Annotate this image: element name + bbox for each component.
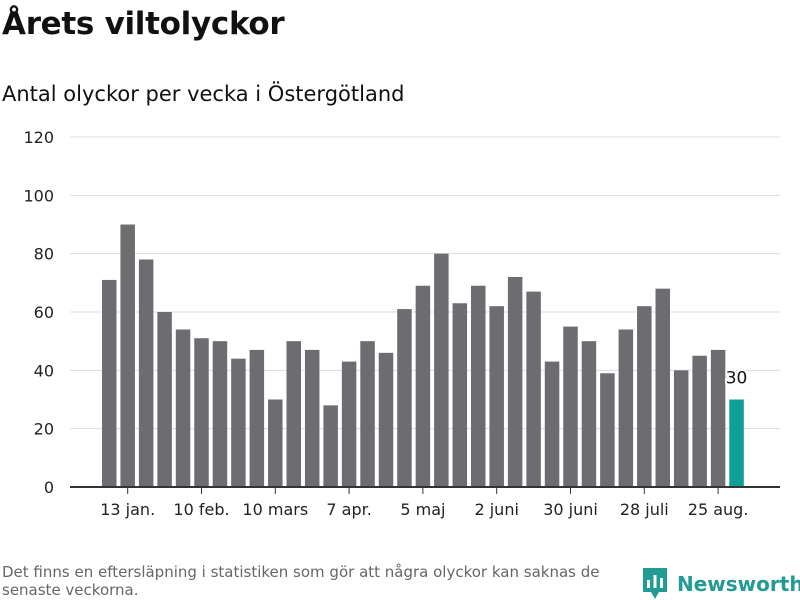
bar [360,341,375,487]
y-tick-label: 80 [34,245,54,264]
bar [563,326,578,487]
bar [157,312,172,487]
bar [618,329,634,487]
bar [397,309,412,487]
x-tick-label: 7 apr. [326,500,371,519]
bar [323,405,338,487]
x-tick-label: 28 juli [620,500,669,519]
bars [102,224,744,487]
x-tick-label: 5 maj [400,500,445,519]
bar [471,285,486,487]
bar [341,361,357,487]
bar [231,358,246,487]
bar [249,349,265,487]
x-tick-label: 10 feb. [173,500,229,519]
y-tick-label: 20 [34,420,54,439]
highlight-value-label: 30 [726,369,748,389]
bar [581,341,597,487]
y-tick-label: 40 [34,361,54,380]
newsworthy-brand[interactable]: Newsworthy [643,568,800,600]
bar [600,373,615,487]
x-tick-label: 25 aug. [688,500,749,519]
bar [489,306,504,487]
chart-title: Årets viltolyckor [2,6,285,42]
bar [673,370,689,487]
bar [304,349,320,487]
bar [452,303,468,487]
bar [710,349,726,487]
data-labels: 30 [724,367,750,391]
bar [637,306,652,487]
bar [138,259,154,487]
newsworthy-logo-icon [643,568,667,599]
x-tick-label: 10 mars [242,500,308,519]
bar [102,279,117,487]
bar [655,288,670,487]
bar [692,355,707,487]
bar [120,224,135,487]
footnote: Det finns en eftersläpning i statistiken… [2,563,600,599]
x-tick-label: 30 juni [543,500,598,519]
bar [507,277,523,487]
bar [378,352,394,487]
bar [526,291,541,487]
bar-current-week [729,399,744,487]
bar [286,341,301,487]
y-tick-label: 120 [23,128,54,147]
bar [175,329,191,487]
y-tick-label: 100 [23,186,54,205]
bar-chart: 0 20 40 60 80 100 120 13 jan. 10 feb. 10 mars 7 a… [23,128,780,519]
y-tick-label: 0 [44,478,54,497]
x-tick-label: 13 jan. [100,500,155,519]
bar [268,399,283,487]
bar [212,341,228,487]
x-tick-label: 2 juni [474,500,518,519]
bar [434,253,449,487]
y-tick-label: 60 [34,303,54,322]
chart-subtitle: Antal olyckor per vecka i Östergötland [2,82,405,106]
x-axis-ticks: 13 jan. 10 feb. 10 mars 7 apr. 5 maj 2 juni 30… [100,487,748,519]
bar [194,338,209,487]
bar [544,361,560,487]
brand-name: Newsworthy [677,572,800,596]
y-axis-labels: 0 20 40 60 80 100 120 [23,128,54,497]
bar [415,285,431,487]
